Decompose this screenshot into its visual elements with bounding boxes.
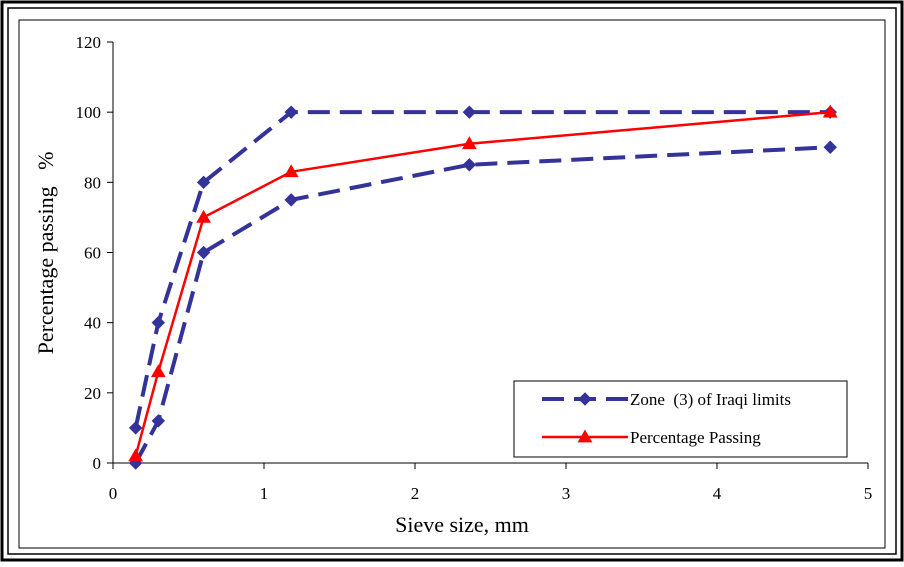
data-point-triangle	[822, 104, 838, 118]
data-point-diamond	[196, 245, 211, 260]
data-point-diamond	[462, 158, 477, 172]
legend-items: Zone (3) of Iraqi limits Percentage Passi…	[542, 390, 791, 447]
x-tick-label: 5	[864, 484, 873, 503]
legend: Zone (3) of Iraqi limits Percentage Passi…	[513, 380, 848, 458]
data-point-diamond	[284, 193, 298, 207]
data-point-diamond	[128, 421, 143, 435]
axes: 0 20 40 60 80 100 120 0 1 2 3 4 5	[76, 33, 873, 503]
data-point-diamond	[196, 175, 211, 190]
data-point-triangle	[150, 364, 166, 378]
legend-marker-triangle	[577, 429, 593, 443]
y-tick-label: 40	[84, 314, 101, 333]
y-tick-label: 120	[76, 33, 102, 52]
y-axis-label: Percentage passing %	[33, 152, 58, 355]
data-point-diamond	[462, 105, 477, 119]
chart-area	[18, 19, 886, 549]
inner-border	[7, 7, 897, 555]
legend-label-0: Zone (3) of Iraqi limits	[630, 390, 791, 409]
y-tick-label: 80	[84, 173, 101, 192]
data-point-diamond	[284, 105, 298, 119]
data-point-triangle	[283, 164, 299, 178]
legend-marker-diamond	[578, 392, 592, 406]
data-point-triangle	[196, 209, 211, 223]
x-axis-label: Sieve size, mm	[395, 512, 529, 537]
y-tick-label: 60	[84, 244, 101, 263]
y-tick-label: 0	[93, 454, 102, 473]
series-layer	[128, 104, 838, 470]
y-tick-label: 20	[84, 384, 101, 403]
data-point-diamond	[151, 414, 166, 428]
series-line-dashed	[133, 145, 831, 464]
data-point-diamond	[823, 140, 837, 154]
legend-box	[513, 380, 848, 458]
x-tick-label: 4	[713, 484, 722, 503]
series-line	[134, 110, 831, 457]
data-point-triangle	[128, 448, 144, 462]
x-tick-label: 2	[411, 484, 420, 503]
series-1	[128, 104, 838, 462]
x-tick-label: 0	[109, 484, 118, 503]
x-tick-label: 1	[260, 484, 269, 503]
data-point-triangle	[461, 136, 477, 150]
y-tick-label: 100	[76, 103, 102, 122]
data-point-diamond	[151, 315, 166, 330]
x-tick-label: 3	[562, 484, 571, 503]
legend-label-1: Percentage Passing	[630, 428, 761, 447]
